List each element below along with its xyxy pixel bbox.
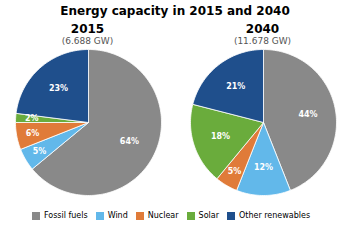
html-text:Energy capacity in 2015 and 20: Energy capacity in 2015 and 2040 xyxy=(60,4,290,18)
svg-text:23%: 23% xyxy=(48,84,67,93)
html-text:2040: 2040 xyxy=(245,22,280,36)
html-text:Fossil fuels: Fossil fuels xyxy=(43,211,88,220)
html-text:(6.688 GW): (6.688 GW) xyxy=(61,36,114,46)
svg-text:44%: 44% xyxy=(298,110,317,119)
svg-text:5%: 5% xyxy=(227,167,241,176)
html-text:Other renewables: Other renewables xyxy=(239,211,311,220)
svg-text:21%: 21% xyxy=(226,82,245,91)
svg-text:5%: 5% xyxy=(32,147,46,156)
html-text:Nuclear: Nuclear xyxy=(147,211,179,220)
svg-text:6%: 6% xyxy=(25,129,39,138)
html-text:(11.678 GW): (11.678 GW) xyxy=(233,36,292,46)
html-text:Wind: Wind xyxy=(107,211,128,220)
svg-text:2%: 2% xyxy=(24,114,38,123)
html-text:Solar: Solar xyxy=(198,211,219,220)
svg-text:18%: 18% xyxy=(210,132,229,141)
svg-text:64%: 64% xyxy=(119,137,138,146)
html-text:2015: 2015 xyxy=(70,22,105,36)
svg-text:12%: 12% xyxy=(253,163,272,172)
